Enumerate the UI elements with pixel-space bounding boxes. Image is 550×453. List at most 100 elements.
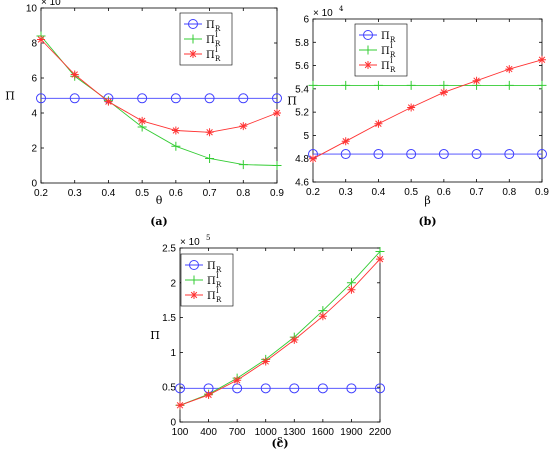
- x-axis-label: θ: [156, 194, 163, 207]
- x-tick-label: 0.6: [169, 188, 183, 199]
- legend-label-sub: R: [215, 40, 221, 48]
- x-tick-label: 1300: [283, 427, 306, 438]
- x-tick-label: 0.9: [535, 187, 549, 198]
- y-tick-label: 8: [31, 39, 37, 50]
- panel-caption: (c): [271, 437, 288, 450]
- legend-label: Π: [381, 46, 390, 57]
- data-point: [375, 246, 385, 256]
- x-tick-label: 0.8: [236, 188, 250, 199]
- data-point: [538, 55, 546, 64]
- legend-label-sub: R: [390, 66, 396, 74]
- data-point: [308, 80, 318, 90]
- data-point: [188, 19, 198, 29]
- x-tick-label: 0.3: [68, 188, 82, 199]
- legend-label-sup: I: [215, 31, 218, 39]
- legend-label: Π: [381, 31, 390, 42]
- series-1: [175, 383, 385, 394]
- y-tick-label: 2.5: [162, 244, 176, 255]
- y-exponent: × 10: [313, 8, 333, 19]
- x-tick-label: 0.7: [470, 187, 484, 198]
- series-line: [179, 251, 381, 406]
- legend-label-sub: R: [216, 266, 222, 274]
- y-exponent-power: 4: [67, 0, 72, 2]
- legend-entry: Π RI: [185, 272, 222, 289]
- data-point: [189, 260, 199, 270]
- series-line: [312, 59, 543, 160]
- data-point: [205, 154, 215, 163]
- data-point: [239, 122, 248, 131]
- legend: Π RΠ RIΠ RI: [354, 23, 408, 77]
- series-3: [309, 55, 546, 163]
- y-tick-label: 2: [170, 278, 176, 289]
- x-tick-label: 0.4: [371, 187, 385, 198]
- y-tick-label: 6: [31, 74, 37, 85]
- data-point: [537, 149, 547, 160]
- x-tick-label: 400: [200, 427, 217, 438]
- legend-label-sup: I: [216, 287, 219, 295]
- data-point: [471, 149, 482, 160]
- data-point: [406, 80, 416, 90]
- legend-label-sup: I: [216, 272, 219, 280]
- x-tick-label: 0.2: [306, 187, 320, 198]
- x-tick-label: 0.9: [270, 188, 284, 199]
- y-tick-label: 0: [170, 418, 176, 429]
- data-point: [364, 61, 372, 69]
- data-point: [505, 65, 514, 74]
- legend-entry: Π RI: [359, 42, 396, 59]
- data-point: [238, 93, 249, 104]
- data-point: [171, 126, 180, 135]
- x-tick-label: 0.3: [339, 187, 353, 198]
- panel-caption: (b): [418, 215, 436, 228]
- data-point: [341, 80, 351, 90]
- x-tick-label: 0.5: [404, 187, 418, 198]
- x-tick-label: 700: [229, 427, 246, 438]
- y-tick-label: 0.5: [162, 383, 176, 394]
- series-1: [308, 149, 547, 160]
- data-point: [272, 161, 282, 170]
- legend-label-sup: I: [390, 42, 393, 50]
- legend-label: Π: [206, 20, 215, 31]
- data-point: [439, 88, 448, 97]
- data-point: [238, 160, 248, 170]
- data-point: [374, 119, 383, 128]
- data-point: [37, 35, 45, 44]
- panel-caption: (a): [150, 215, 168, 228]
- x-tick-label: 1000: [255, 427, 278, 438]
- data-point: [204, 93, 215, 104]
- data-point: [407, 103, 416, 112]
- series-line: [40, 35, 278, 166]
- data-point: [376, 255, 384, 264]
- legend-label-sub: R: [215, 25, 221, 33]
- data-point: [188, 34, 198, 44]
- legend-entry: Π RI: [184, 46, 221, 63]
- data-point: [309, 154, 317, 163]
- legend-label: Π: [207, 261, 216, 272]
- y-tick-label: 1: [170, 348, 176, 359]
- data-point: [318, 312, 327, 321]
- data-point: [70, 70, 79, 79]
- legend-label: Π: [206, 50, 215, 61]
- x-tick-label: 0.6: [437, 187, 451, 198]
- x-tick-label: 2200: [369, 427, 392, 438]
- data-point: [204, 390, 213, 399]
- data-point: [373, 80, 383, 90]
- legend-label-sub: R: [390, 36, 396, 44]
- data-point: [176, 401, 184, 410]
- data-point: [317, 383, 328, 394]
- y-tick-label: 5: [303, 131, 309, 142]
- data-point: [69, 93, 80, 104]
- series-line: [40, 39, 278, 133]
- x-tick-label: 0.7: [203, 188, 217, 199]
- series-2: [308, 80, 547, 90]
- data-point: [289, 383, 300, 394]
- data-point: [290, 335, 299, 344]
- data-point: [104, 97, 113, 106]
- x-tick-label: 0.4: [101, 188, 115, 199]
- data-point: [363, 30, 373, 40]
- data-point: [260, 383, 271, 394]
- y-exponent-power: 5: [206, 234, 210, 242]
- y-tick-label: 5.2: [295, 108, 309, 119]
- data-point: [363, 45, 373, 55]
- y-tick-label: 1.5: [162, 313, 176, 324]
